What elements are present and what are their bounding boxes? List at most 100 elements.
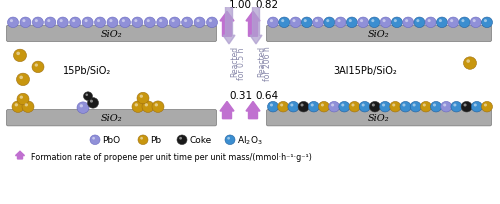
Circle shape xyxy=(140,95,143,98)
Circle shape xyxy=(410,102,421,112)
Circle shape xyxy=(392,18,402,28)
Circle shape xyxy=(342,104,344,107)
Circle shape xyxy=(60,20,63,23)
Circle shape xyxy=(138,135,148,145)
Circle shape xyxy=(17,94,29,105)
Circle shape xyxy=(423,104,426,107)
Circle shape xyxy=(132,18,143,28)
Circle shape xyxy=(439,20,442,23)
Circle shape xyxy=(416,20,420,23)
Circle shape xyxy=(177,135,187,145)
Circle shape xyxy=(450,20,453,23)
FancyArrow shape xyxy=(16,152,24,159)
Circle shape xyxy=(84,92,92,101)
Circle shape xyxy=(20,18,31,28)
Circle shape xyxy=(392,104,396,107)
Circle shape xyxy=(335,18,346,28)
Circle shape xyxy=(448,18,458,28)
Circle shape xyxy=(22,20,26,23)
Text: SiO₂: SiO₂ xyxy=(368,114,390,123)
Circle shape xyxy=(132,101,144,113)
Circle shape xyxy=(451,102,462,112)
Circle shape xyxy=(120,18,130,28)
Circle shape xyxy=(278,102,288,112)
Circle shape xyxy=(144,104,148,107)
FancyArrow shape xyxy=(223,0,235,45)
FancyBboxPatch shape xyxy=(6,26,216,42)
Circle shape xyxy=(110,20,112,23)
Circle shape xyxy=(134,20,138,23)
Circle shape xyxy=(280,104,283,107)
Circle shape xyxy=(82,18,93,28)
Circle shape xyxy=(209,20,212,23)
Circle shape xyxy=(382,20,386,23)
Text: 3Al15Pb/SiO₂: 3Al15Pb/SiO₂ xyxy=(333,65,397,75)
Circle shape xyxy=(425,18,436,28)
Circle shape xyxy=(134,104,138,107)
Circle shape xyxy=(338,20,340,23)
Circle shape xyxy=(359,102,370,112)
Circle shape xyxy=(182,18,192,28)
Circle shape xyxy=(140,137,143,140)
Circle shape xyxy=(349,20,352,23)
FancyArrow shape xyxy=(220,12,234,37)
Circle shape xyxy=(10,20,13,23)
Circle shape xyxy=(8,18,18,28)
Circle shape xyxy=(32,18,44,28)
Circle shape xyxy=(107,18,118,28)
Circle shape xyxy=(57,18,68,28)
Circle shape xyxy=(22,101,34,113)
Text: SiO₂: SiO₂ xyxy=(100,114,122,123)
Text: Al$_2$O$_3$: Al$_2$O$_3$ xyxy=(237,134,262,146)
Circle shape xyxy=(326,20,330,23)
Circle shape xyxy=(402,104,406,107)
Circle shape xyxy=(196,20,200,23)
Circle shape xyxy=(16,52,20,56)
Circle shape xyxy=(400,102,411,112)
Circle shape xyxy=(380,102,390,112)
Circle shape xyxy=(369,18,380,28)
Circle shape xyxy=(194,18,205,28)
Text: 0.82: 0.82 xyxy=(255,0,278,10)
Circle shape xyxy=(77,102,89,114)
Circle shape xyxy=(462,20,464,23)
Circle shape xyxy=(454,104,456,107)
Circle shape xyxy=(339,102,350,112)
Circle shape xyxy=(14,104,18,107)
Circle shape xyxy=(12,101,24,113)
Circle shape xyxy=(152,101,164,113)
FancyArrow shape xyxy=(246,102,260,119)
Circle shape xyxy=(281,20,284,23)
Circle shape xyxy=(88,98,99,109)
Circle shape xyxy=(430,102,442,112)
Circle shape xyxy=(279,18,290,28)
Circle shape xyxy=(146,20,150,23)
Text: Pb: Pb xyxy=(150,136,161,145)
Circle shape xyxy=(169,18,180,28)
Circle shape xyxy=(16,74,30,86)
Circle shape xyxy=(290,18,301,28)
Circle shape xyxy=(34,64,38,67)
Text: SiO₂: SiO₂ xyxy=(368,30,390,39)
Circle shape xyxy=(80,105,83,108)
Text: Reacted: Reacted xyxy=(258,45,266,76)
Circle shape xyxy=(440,102,452,112)
Circle shape xyxy=(328,102,340,112)
Circle shape xyxy=(184,20,187,23)
Circle shape xyxy=(302,18,312,28)
Circle shape xyxy=(346,18,358,28)
Circle shape xyxy=(97,20,100,23)
Circle shape xyxy=(24,104,28,107)
Circle shape xyxy=(420,102,432,112)
FancyArrow shape xyxy=(220,102,234,119)
Circle shape xyxy=(318,102,330,112)
Circle shape xyxy=(464,104,466,107)
Circle shape xyxy=(157,18,168,28)
Circle shape xyxy=(443,104,446,107)
Text: Formation rate of propene per unit time per unit mass/(mmol·h⁻¹·g⁻¹): Formation rate of propene per unit time … xyxy=(31,152,312,161)
Circle shape xyxy=(372,104,375,107)
Circle shape xyxy=(32,62,44,73)
Circle shape xyxy=(84,20,87,23)
Circle shape xyxy=(292,20,296,23)
Circle shape xyxy=(382,104,385,107)
